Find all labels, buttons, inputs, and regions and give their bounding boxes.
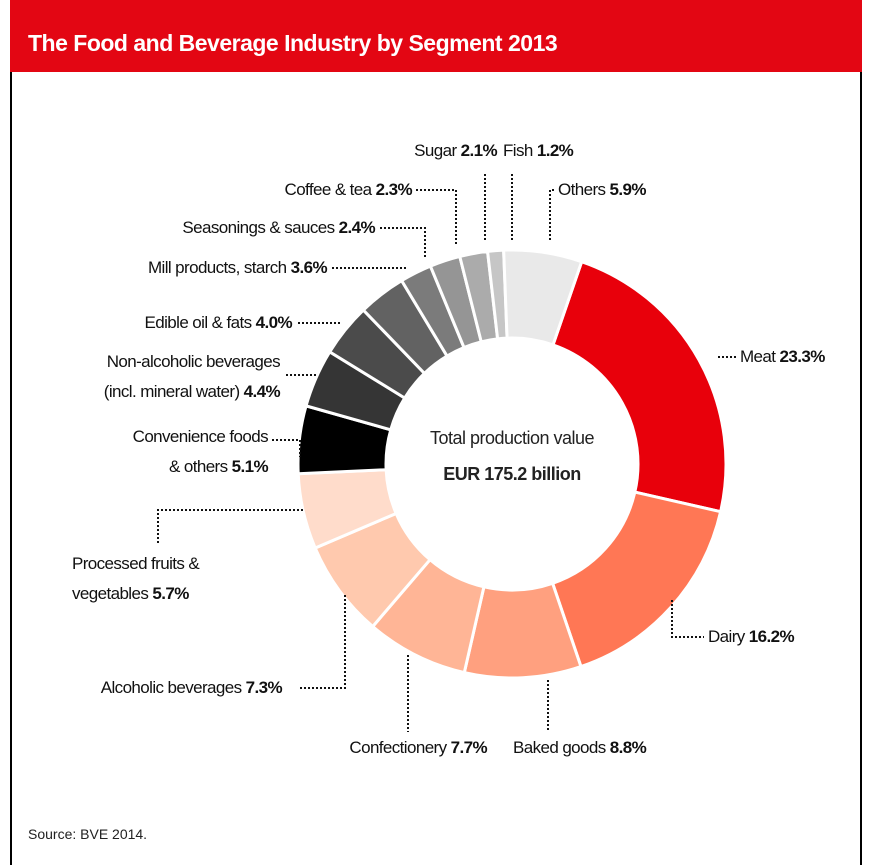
segment-value: 4.0%: [255, 313, 293, 332]
segment-value: 5.7%: [152, 584, 189, 603]
segment-label: Fish 1.2%: [503, 136, 574, 166]
segment-label: Non-alcoholic beverages (incl. mineral w…: [103, 347, 281, 407]
segment-value: 4.4%: [243, 382, 281, 401]
leader-line: [300, 595, 346, 689]
segment-value: 16.2%: [748, 627, 795, 646]
segment-name: Dairy: [708, 627, 745, 646]
segment-name: Fish: [503, 141, 533, 160]
source: Source: BVE 2014.: [28, 826, 148, 842]
segment-name: Convenience foods & others: [132, 427, 269, 476]
segment-name: Sugar: [414, 141, 457, 160]
segment-value: 1.2%: [536, 141, 574, 160]
segment-name: Coffee & tea: [284, 180, 373, 199]
segment-label: Others 5.9%: [558, 175, 647, 205]
segment-value: 7.3%: [245, 678, 283, 697]
segment-value: 2.1%: [460, 141, 498, 160]
segment-value: 8.8%: [609, 738, 647, 757]
segment-name: Mill products, starch: [147, 258, 287, 277]
segment-value: 2.3%: [375, 180, 413, 199]
segment-name: Seasonings & sauces: [182, 218, 335, 237]
segment-label: Edible oil & fats 4.0%: [144, 308, 293, 338]
segment-label: Confectionery 7.7%: [349, 733, 487, 763]
segment-label: Alcoholic beverages 7.3%: [100, 673, 283, 703]
donut-segment: [551, 259, 728, 514]
chart-title: The Food and Beverage Industry by Segmen…: [28, 30, 558, 56]
segment-name: Alcoholic beverages: [100, 678, 242, 697]
segment-value: 3.6%: [290, 258, 328, 277]
segment-value: 23.3%: [779, 347, 826, 366]
segment-name: Edible oil & fats: [144, 313, 253, 332]
segment-name: Non-alcoholic beverages (incl. mineral w…: [103, 352, 281, 401]
segment-name: Processed fruits & vegetables: [72, 554, 200, 603]
segment-name: Baked goods: [513, 738, 606, 757]
segment-value: 2.4%: [338, 218, 376, 237]
segment-label: Seasonings & sauces 2.4%: [182, 213, 375, 243]
segment-label: Mill products, starch 3.6%: [147, 253, 328, 283]
segment-name: Others: [558, 180, 606, 199]
segment-label: Convenience foods & others 5.1%: [132, 422, 269, 482]
leader-line: [416, 189, 457, 245]
center-value: EUR 175.2 billion: [443, 464, 581, 484]
leader-line: [272, 439, 301, 457]
segment-label: Processed fruits & vegetables 5.7%: [72, 549, 200, 609]
segment-value: 5.9%: [609, 180, 647, 199]
segment-value: 7.7%: [450, 738, 488, 757]
leader-line: [671, 600, 704, 638]
donut-segment: [550, 490, 723, 669]
segment-label: Meat 23.3%: [740, 342, 825, 372]
donut-segment: [502, 248, 584, 347]
leader-line: [380, 227, 426, 258]
segment-label: Dairy 16.2%: [708, 622, 795, 652]
title-bar: [10, 0, 862, 72]
leader-line: [549, 189, 556, 240]
leader-line: [157, 509, 303, 545]
segment-name: Meat: [740, 347, 776, 366]
segment-label: Baked goods 8.8%: [513, 733, 647, 763]
segment-name: Confectionery: [349, 738, 447, 757]
segment-label: Coffee & tea 2.3%: [284, 175, 413, 205]
center-label: Total production value: [429, 428, 595, 448]
segment-value: 5.1%: [231, 457, 269, 476]
segment-label: Sugar 2.1%: [414, 136, 497, 166]
